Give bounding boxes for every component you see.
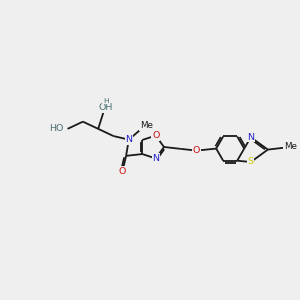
Text: N: N [152,154,159,163]
Text: O: O [193,146,200,155]
Text: O: O [152,131,159,140]
Text: N: N [247,133,254,142]
Text: H: H [103,98,108,104]
Text: S: S [248,158,254,166]
Text: N: N [125,135,132,144]
Text: OH: OH [98,103,113,112]
Text: Me: Me [140,122,153,130]
Text: O: O [119,167,126,176]
Text: Me: Me [284,142,297,151]
Text: HO: HO [49,124,64,134]
